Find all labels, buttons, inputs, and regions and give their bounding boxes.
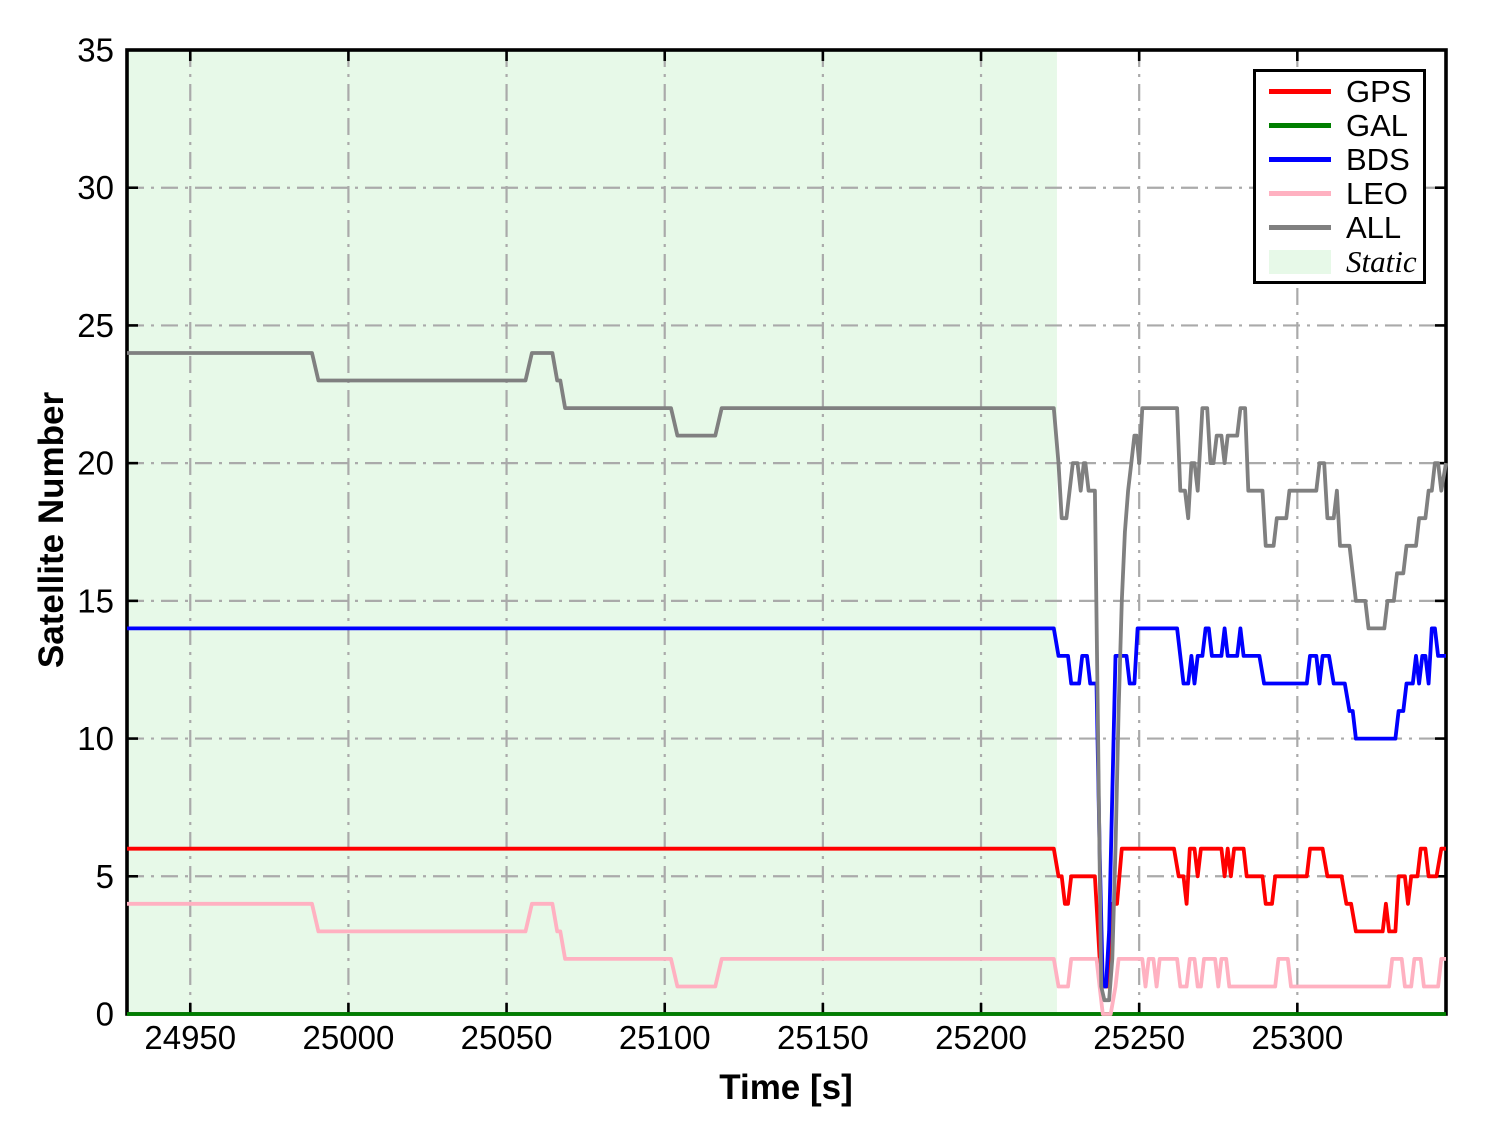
legend: GPS GAL BDS LEO ALL Static <box>1253 69 1426 284</box>
x-tick-label: 25200 <box>935 1019 1027 1056</box>
legend-item-leo: LEO <box>1256 178 1423 209</box>
x-tick-label: 25300 <box>1251 1019 1343 1056</box>
y-tick-label: 20 <box>77 445 114 482</box>
y-tick-label: 15 <box>77 582 114 619</box>
legend-item-all: ALL <box>1256 212 1423 243</box>
series-line-all <box>127 351 1448 1003</box>
x-tick-label: 25250 <box>1093 1019 1185 1056</box>
y-tick-label: 10 <box>77 720 114 757</box>
legend-label: Static <box>1346 244 1417 280</box>
y-tick-label: 25 <box>77 307 114 344</box>
legend-label: ALL <box>1346 210 1402 246</box>
series-line-leo <box>127 901 1446 1016</box>
y-tick-label: 30 <box>77 169 114 206</box>
legend-item-gps: GPS <box>1256 76 1423 107</box>
x-tick-label: 25150 <box>777 1019 869 1056</box>
x-tick-label: 25100 <box>619 1019 711 1056</box>
x-tick-label: 24950 <box>144 1019 236 1056</box>
legend-line-swatch <box>1269 122 1331 128</box>
legend-line-swatch <box>1269 191 1331 197</box>
y-tick-label: 5 <box>96 858 114 895</box>
y-tick-label: 35 <box>77 32 114 69</box>
legend-line-swatch <box>1269 156 1331 162</box>
legend-item-gal: GAL <box>1256 110 1423 141</box>
static-region-highlight <box>127 50 1057 1014</box>
legend-line-swatch <box>1269 88 1331 94</box>
legend-line-swatch <box>1269 225 1331 231</box>
legend-item-bds: BDS <box>1256 144 1423 175</box>
legend-label: LEO <box>1346 176 1409 212</box>
y-axis-label: Satellite Number <box>32 391 71 669</box>
legend-swatch-color <box>1269 249 1331 274</box>
legend-swatch-color <box>1269 191 1331 197</box>
legend-label: GPS <box>1346 73 1412 109</box>
legend-item-static: Static <box>1256 246 1423 277</box>
x-axis-label: Time [s] <box>719 1068 853 1107</box>
legend-swatch-color <box>1269 88 1331 94</box>
legend-swatch-color <box>1269 122 1331 128</box>
legend-swatch-color <box>1269 225 1331 231</box>
legend-label: BDS <box>1346 141 1410 177</box>
x-tick-label: 25050 <box>461 1019 553 1056</box>
y-tick-label: 0 <box>96 996 114 1033</box>
legend-patch-swatch <box>1269 249 1331 274</box>
legend-swatch-color <box>1269 156 1331 162</box>
legend-label: GAL <box>1346 107 1409 143</box>
x-tick-label: 25000 <box>303 1019 395 1056</box>
